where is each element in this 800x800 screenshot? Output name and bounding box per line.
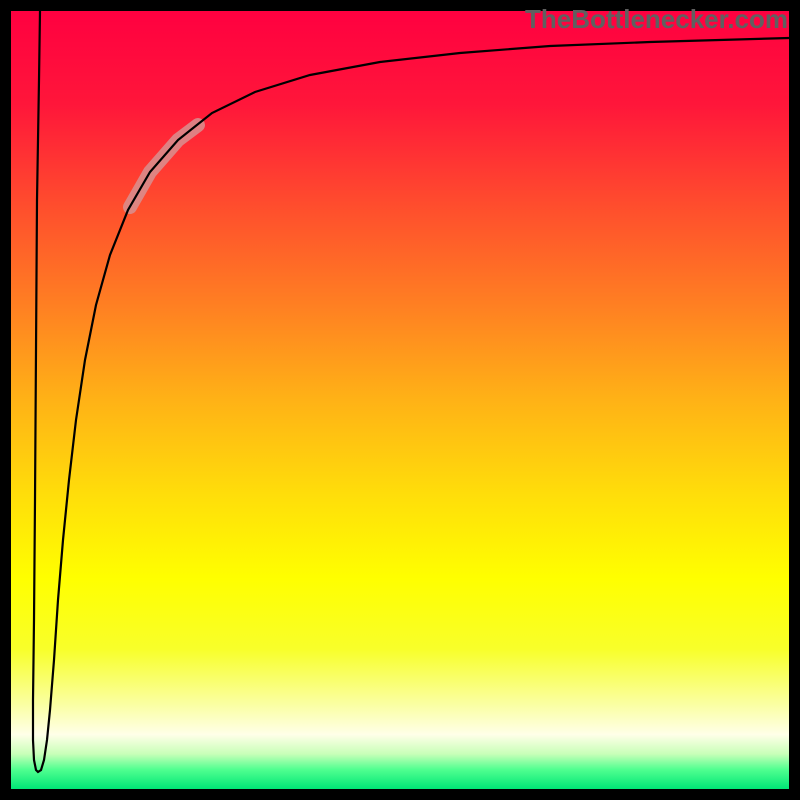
curve-svg	[0, 0, 800, 800]
watermark-text: TheBottlenecker.com	[525, 4, 788, 35]
highlight-segment-path	[130, 125, 198, 207]
chart-container: TheBottlenecker.com	[0, 0, 800, 800]
main-curve-path	[33, 11, 789, 772]
